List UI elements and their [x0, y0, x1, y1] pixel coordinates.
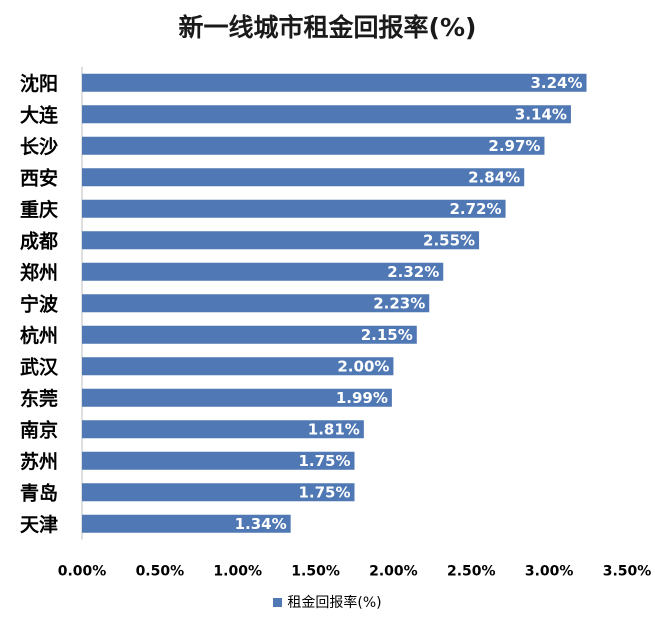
- bar: [82, 325, 417, 344]
- category-label: 苏州: [20, 450, 58, 473]
- legend-label: 租金回报率(%): [287, 595, 382, 611]
- data-label: 2.23%: [373, 294, 425, 312]
- data-label: 1.34%: [235, 515, 287, 533]
- data-label: 3.24%: [530, 74, 582, 92]
- data-label: 1.75%: [298, 452, 350, 470]
- category-label: 宁波: [20, 292, 59, 315]
- legend: 租金回报率(%): [0, 592, 655, 612]
- legend-swatch: [273, 597, 283, 607]
- bar: [82, 168, 525, 187]
- category-label: 大连: [20, 103, 59, 126]
- bar: [82, 357, 394, 376]
- data-label: 1.81%: [308, 420, 360, 438]
- bar: [82, 231, 480, 250]
- data-label: 3.14%: [515, 105, 567, 123]
- bars-group: [82, 73, 587, 533]
- data-label: 1.75%: [298, 483, 350, 501]
- bar: [82, 294, 430, 313]
- data-label: 2.55%: [423, 231, 475, 249]
- labels-group: 沈阳 3.24% 大连 3.14% 长沙 2.97% 西安 2.84% 重庆 2.72% 成都 2.5…: [20, 72, 583, 536]
- bar: [82, 262, 444, 281]
- x-tick-label: 1.00%: [213, 564, 262, 580]
- chart-title: 新一线城市租金回报率(%): [178, 13, 477, 42]
- category-label: 天津: [20, 513, 58, 536]
- category-label: 沈阳: [20, 72, 58, 95]
- bar: [82, 420, 364, 439]
- category-label: 南京: [20, 418, 58, 441]
- x-axis-ticks: 0.00% 0.50% 1.00% 1.50% 2.00% 2.50% 3.00% 3.50%: [58, 564, 652, 580]
- category-label: 长沙: [20, 136, 58, 158]
- bar: [82, 136, 545, 155]
- bar: [82, 73, 587, 92]
- data-label: 2.84%: [468, 168, 520, 186]
- category-label: 东莞: [20, 387, 58, 410]
- data-label: 2.00%: [337, 357, 389, 375]
- x-tick-label: 3.00%: [525, 564, 574, 580]
- x-tick-label: 1.50%: [291, 564, 340, 580]
- x-tick-label: 2.50%: [447, 564, 496, 580]
- category-label: 青岛: [20, 481, 58, 504]
- bar: [82, 514, 291, 533]
- bar: [82, 451, 355, 470]
- data-label: 2.72%: [449, 200, 501, 218]
- data-label: 2.15%: [361, 326, 413, 344]
- x-tick-label: 3.50%: [603, 564, 652, 580]
- category-label: 武汉: [20, 356, 59, 378]
- category-label: 杭州: [20, 324, 58, 347]
- bar: [82, 388, 392, 407]
- category-label: 成都: [20, 229, 58, 252]
- bar: [82, 105, 571, 124]
- bar-chart: 沈阳 3.24% 大连 3.14% 长沙 2.97% 西安 2.84% 重庆 2.72% 成都 2.5…: [20, 67, 652, 580]
- data-label: 1.99%: [336, 389, 388, 407]
- data-label: 2.97%: [488, 137, 540, 155]
- x-tick-label: 2.00%: [369, 564, 418, 580]
- category-label: 郑州: [20, 262, 58, 284]
- category-label: 西安: [20, 166, 58, 189]
- bar: [82, 199, 506, 218]
- x-tick-label: 0.00%: [58, 564, 107, 580]
- category-label: 重庆: [20, 198, 58, 221]
- bar: [82, 483, 355, 502]
- data-label: 2.32%: [387, 263, 439, 281]
- x-tick-label: 0.50%: [136, 564, 185, 580]
